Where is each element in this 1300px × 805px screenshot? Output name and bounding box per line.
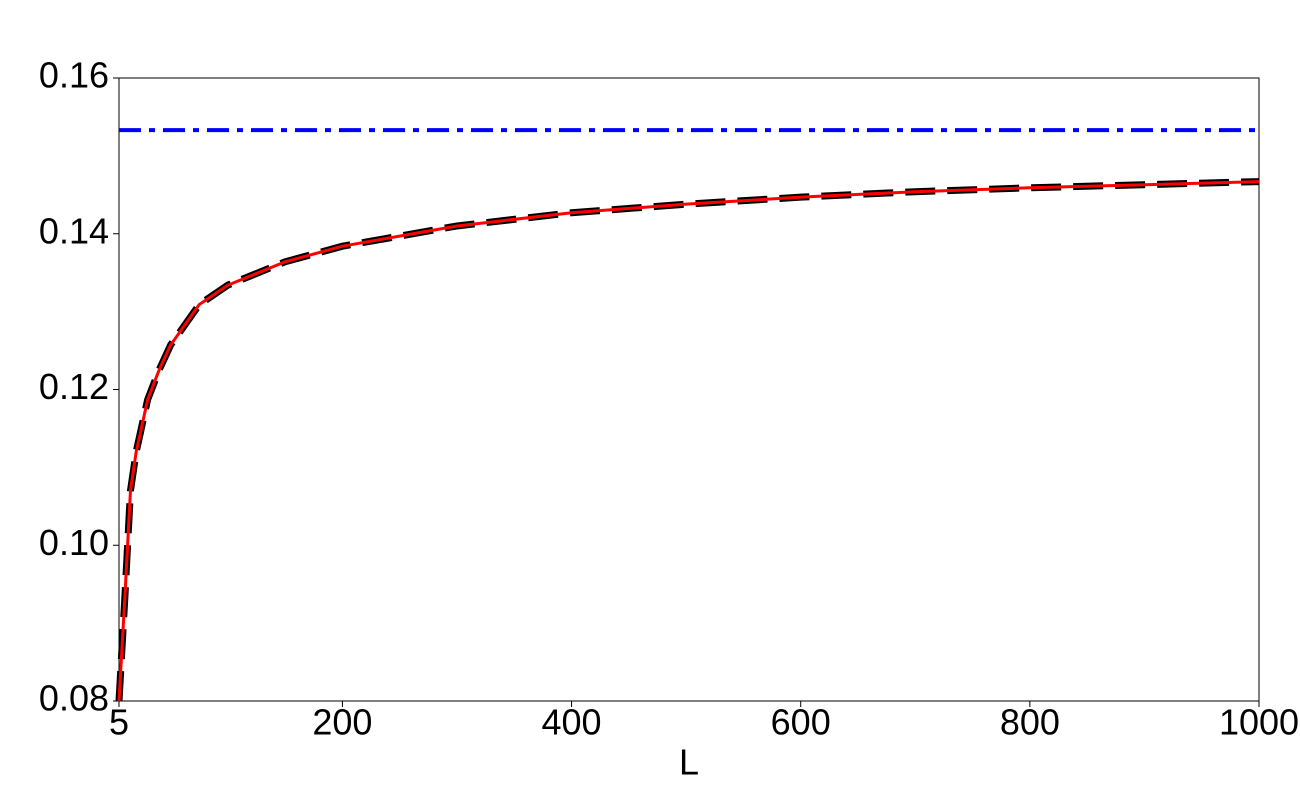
x-tick-label: 5 xyxy=(109,702,129,743)
x-tick-label: 200 xyxy=(312,702,372,743)
y-tick-label: 0.14 xyxy=(39,210,109,251)
y-tick-label: 0.08 xyxy=(39,678,109,719)
plot-frame xyxy=(118,77,1260,702)
y-tick-label: 0.16 xyxy=(39,55,109,96)
x-tick-label: 800 xyxy=(1000,702,1060,743)
x-tick-label: 600 xyxy=(771,702,831,743)
x-axis-label: L xyxy=(679,742,699,783)
x-tick-label: 400 xyxy=(542,702,602,743)
series-line xyxy=(117,180,1260,702)
y-tick-label: 0.12 xyxy=(39,366,109,407)
y-tick-label: 0.10 xyxy=(39,522,109,563)
x-tick-label: 1000 xyxy=(1219,702,1299,743)
